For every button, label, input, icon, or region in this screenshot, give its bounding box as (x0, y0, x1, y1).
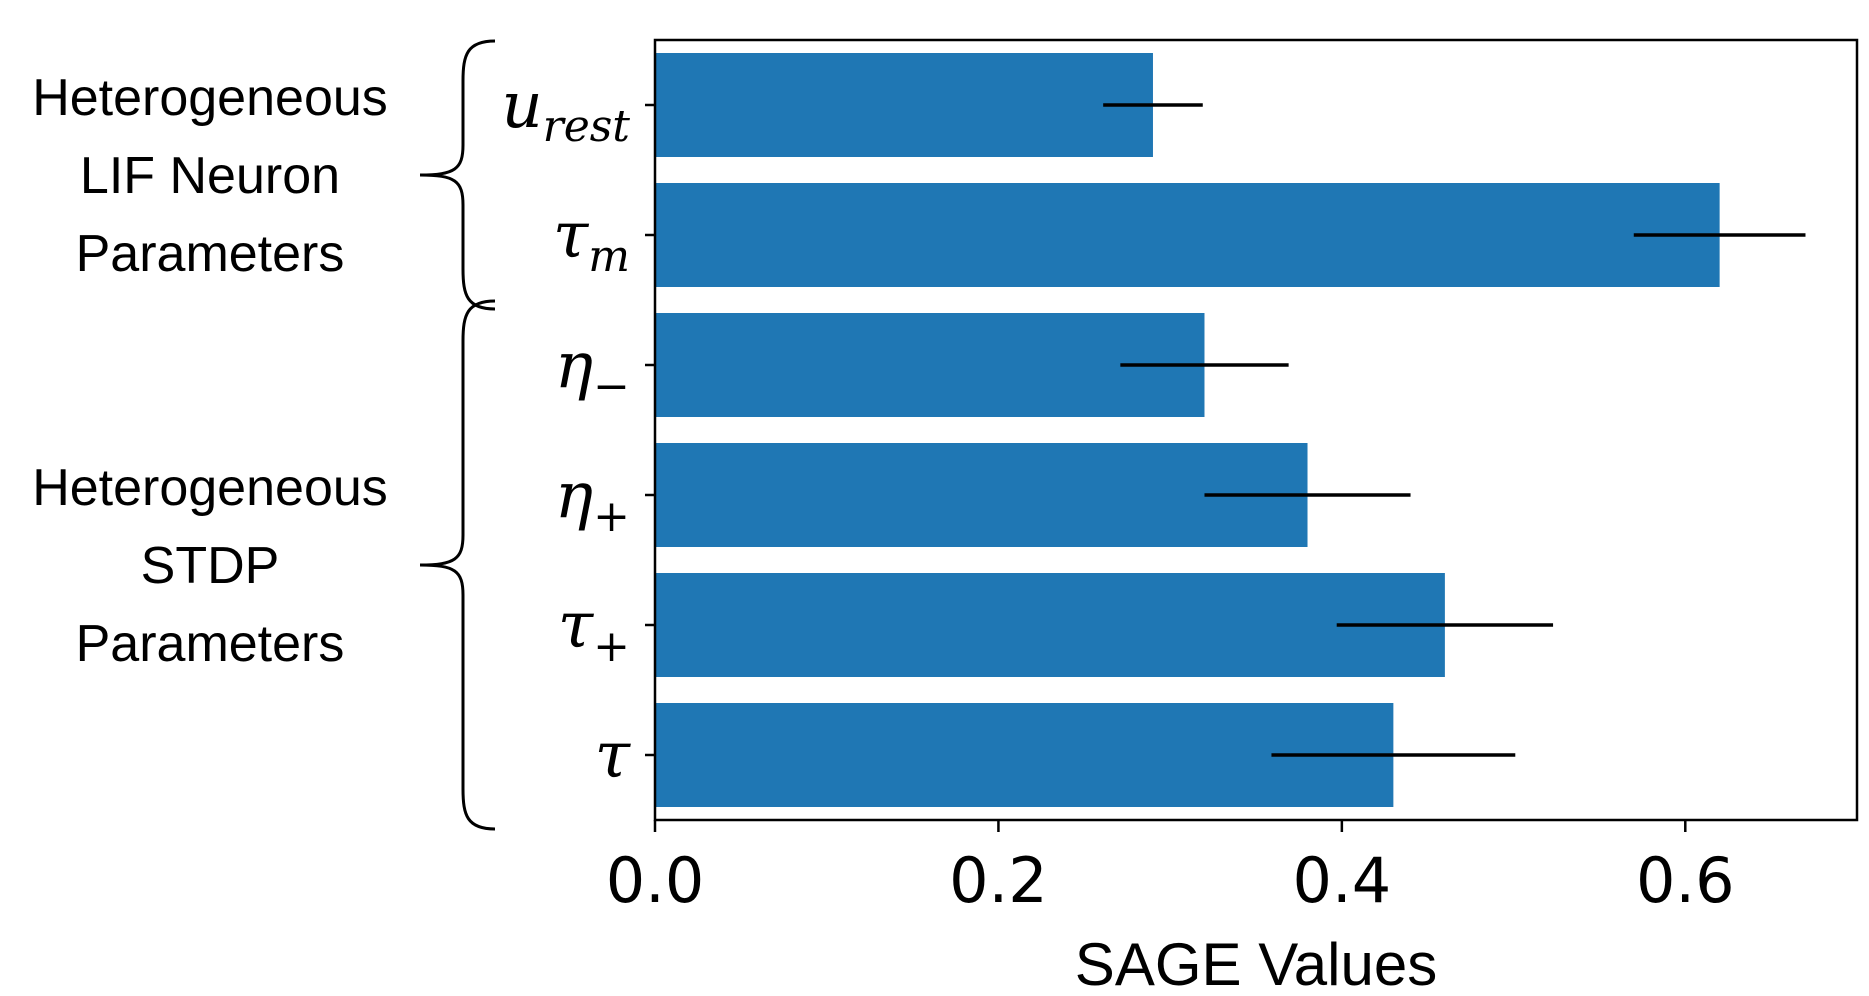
bar-1 (655, 183, 1720, 287)
plot-frame (653, 38, 1859, 822)
x-tick-label-1: 0.2 (949, 844, 1048, 917)
group-label-1-line-2: Parameters (76, 615, 345, 673)
y-tick-label-base-1: τ (553, 199, 590, 273)
x-tick-label-3: 0.6 (1636, 844, 1735, 917)
y-tick-label-sub-0: rest (543, 101, 631, 152)
group-label-1: Heterogeneous STDP Parameters (32, 459, 388, 673)
x-axis-ticks: 0.0 0.2 0.4 0.6 (606, 820, 1735, 917)
error-bars-layer (1103, 103, 1806, 757)
bars-layer (655, 53, 1720, 807)
group-label-0-line-1: LIF Neuron (80, 147, 340, 205)
bar-0 (655, 53, 1153, 157)
group-brace-0 (419, 39, 496, 311)
bar-5 (655, 703, 1394, 807)
y-tick-label-base-3: η (555, 459, 593, 533)
group-label-1-line-0: Heterogeneous (32, 459, 388, 517)
bar-3 (655, 443, 1308, 547)
x-axis-title: SAGE Values (1075, 931, 1437, 996)
y-tick-label-base-5: τ (595, 719, 632, 793)
group-label-1-line-1: STDP (141, 537, 280, 595)
y-tick-label-5: τ (595, 719, 632, 793)
y-tick-label-0: urest (501, 69, 630, 152)
y-tick-label-sub-2: − (593, 361, 630, 412)
y-tick-label-4: τ+ (558, 589, 630, 672)
y-tick-label-sub-1: m (588, 231, 630, 282)
group-label-0-line-0: Heterogeneous (32, 69, 388, 127)
bar-4 (655, 573, 1445, 677)
group-label-0: Heterogeneous LIF Neuron Parameters (32, 69, 388, 283)
x-tick-label-0: 0.0 (606, 844, 705, 917)
x-tick-label-2: 0.4 (1293, 844, 1392, 917)
bar-2 (655, 313, 1205, 417)
y-tick-label-base-4: τ (558, 589, 595, 663)
y-tick-label-3: η+ (555, 459, 630, 542)
y-tick-label-sub-3: + (593, 491, 630, 542)
y-tick-label-1: τm (553, 199, 630, 282)
parameter-groups: Heterogeneous LIF Neuron ParametersHeterog… (32, 39, 496, 831)
y-tick-label-sub-4: + (593, 621, 630, 672)
group-label-0-line-2: Parameters (76, 225, 345, 283)
y-tick-label-base-0: u (501, 69, 542, 143)
y-tick-label-2: η− (555, 329, 630, 412)
group-brace-1 (419, 299, 496, 831)
y-tick-label-base-2: η (555, 329, 593, 403)
